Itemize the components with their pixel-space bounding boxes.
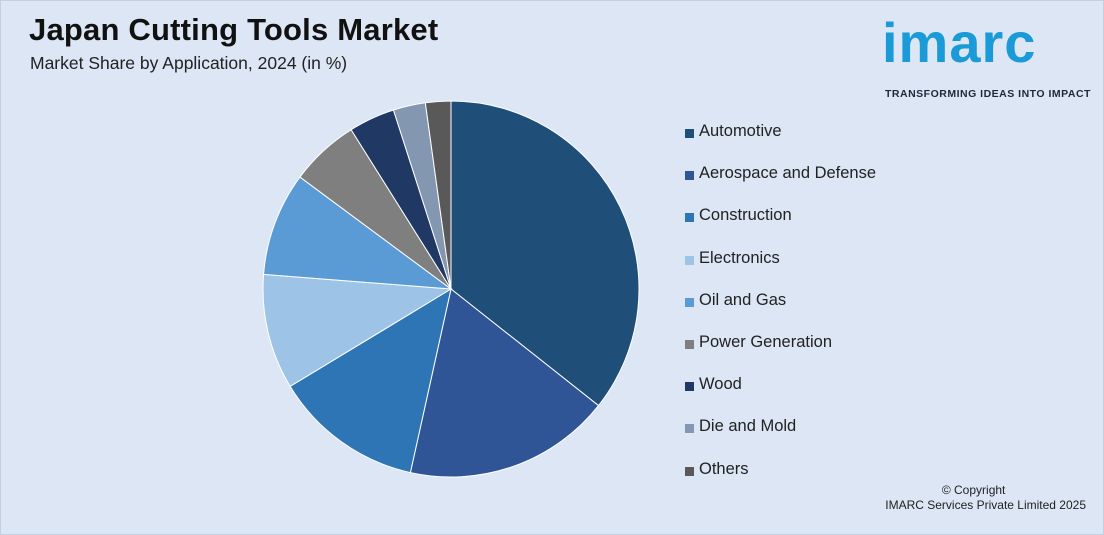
legend-label: Automotive xyxy=(699,122,782,140)
legend-item: Electronics xyxy=(685,249,876,291)
legend-swatch xyxy=(685,297,694,307)
legend-item: Power Generation xyxy=(685,333,876,375)
legend-swatch xyxy=(685,255,694,265)
pie-slice-oil-and-gas xyxy=(263,176,453,290)
imarc-logo: imarc TRANSFORMING IDEAS INTO IMPACT xyxy=(878,10,1098,105)
legend-swatch xyxy=(685,382,694,392)
copyright-company: IMARC Services Private Limited 2025 xyxy=(885,498,1086,512)
legend-swatch xyxy=(685,339,694,349)
legend-label: Others xyxy=(699,459,749,478)
pie-slice-electronics xyxy=(262,273,453,388)
chart-title: Japan Cutting Tools Market xyxy=(29,12,439,47)
legend-label: Electronics xyxy=(699,248,780,267)
chart-subtitle: Market Share by Application, 2024 (in %) xyxy=(30,53,348,73)
pie-slice-construction xyxy=(289,287,452,474)
legend-item: Construction xyxy=(685,206,876,248)
chart-legend: Automotive Aerospace and Defense Construct… xyxy=(685,122,876,502)
pie-slice-aerospace-and-defense xyxy=(409,288,600,478)
pie-slices xyxy=(262,100,640,478)
legend-label: Die and Mold xyxy=(699,417,797,436)
legend-label: Aerospace and Defense xyxy=(699,164,877,183)
legend-label: Oil and Gas xyxy=(699,290,787,309)
legend-swatch xyxy=(685,466,694,476)
legend-label: Construction xyxy=(699,206,792,225)
legend-item: Wood xyxy=(685,375,876,417)
legend-label: Wood xyxy=(699,375,742,394)
legend-swatch xyxy=(685,424,694,434)
pie-slice-automotive xyxy=(450,100,640,407)
legend-swatch xyxy=(685,171,694,181)
logo-wordmark: imarc xyxy=(882,11,1037,74)
legend-item: Others xyxy=(685,460,876,502)
copyright-line: © Copyright xyxy=(941,483,1006,497)
pie-slice-others xyxy=(424,100,452,290)
legend-item: Oil and Gas xyxy=(685,291,876,333)
legend-item: Die and Mold xyxy=(685,417,876,459)
legend-label: Power Generation xyxy=(699,332,832,351)
legend-item: Automotive xyxy=(685,122,876,164)
logo-tagline: TRANSFORMING IDEAS INTO IMPACT xyxy=(885,88,1091,100)
legend-swatch xyxy=(685,213,694,223)
copyright-notice: © Copyright IMARC Services Private Limit… xyxy=(885,483,1086,513)
legend-swatch xyxy=(685,129,694,138)
legend-item: Aerospace and Defense xyxy=(685,164,876,206)
